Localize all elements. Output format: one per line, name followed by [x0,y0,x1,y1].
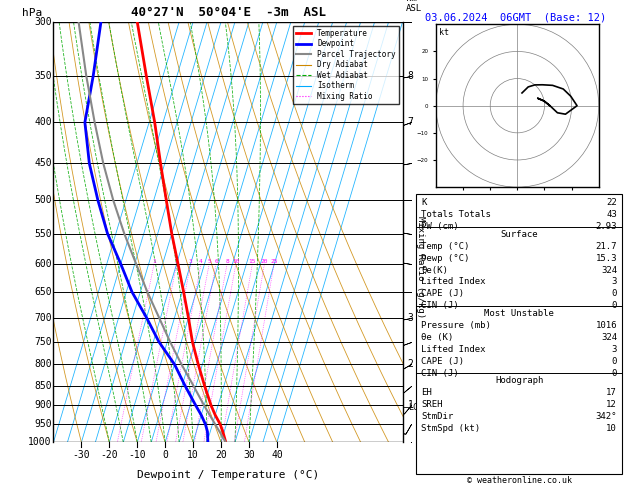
Text: © weatheronline.co.uk: © weatheronline.co.uk [467,476,572,486]
Text: 2: 2 [175,259,179,264]
Text: Totals Totals: Totals Totals [421,210,491,219]
Text: 5: 5 [208,259,211,264]
Text: θe (K): θe (K) [421,333,454,342]
Title: 40°27'N  50°04'E  -3m  ASL: 40°27'N 50°04'E -3m ASL [130,6,326,19]
Text: EH: EH [421,388,432,397]
Text: 1016: 1016 [596,321,617,330]
Text: 30: 30 [243,450,255,460]
Text: Lifted Index: Lifted Index [421,278,486,286]
Text: CIN (J): CIN (J) [421,368,459,378]
Text: 342°: 342° [596,412,617,421]
Text: SREH: SREH [421,400,443,409]
Text: Dewpoint / Temperature (°C): Dewpoint / Temperature (°C) [137,469,319,480]
Text: θe(K): θe(K) [421,265,448,275]
Text: 324: 324 [601,333,617,342]
Text: Surface: Surface [501,230,538,239]
Text: kt: kt [438,28,448,37]
Text: 750: 750 [34,337,52,347]
Text: 700: 700 [34,312,52,323]
Text: 2: 2 [408,359,414,369]
Text: 650: 650 [34,287,52,297]
Text: LCL: LCL [408,403,423,412]
Text: 324: 324 [601,265,617,275]
Text: 10: 10 [187,450,199,460]
Text: 12: 12 [606,400,617,409]
Text: 0: 0 [611,368,617,378]
Text: 8: 8 [408,70,414,81]
Text: 25: 25 [270,259,278,264]
Text: 3: 3 [611,345,617,354]
Text: Pressure (mb): Pressure (mb) [421,321,491,330]
Text: 3: 3 [611,278,617,286]
Legend: Temperature, Dewpoint, Parcel Trajectory, Dry Adiabat, Wet Adiabat, Isotherm, Mi: Temperature, Dewpoint, Parcel Trajectory… [292,26,399,104]
Text: StmDir: StmDir [421,412,454,421]
Text: 450: 450 [34,158,52,169]
Text: 1: 1 [408,400,414,411]
Text: 20: 20 [215,450,227,460]
Text: 10: 10 [606,424,617,433]
Text: CAPE (J): CAPE (J) [421,289,464,298]
Text: K: K [421,198,427,208]
Text: 350: 350 [34,70,52,81]
Text: 6: 6 [214,259,218,264]
Text: CIN (J): CIN (J) [421,301,459,310]
Text: 4: 4 [199,259,203,264]
Text: StmSpd (kt): StmSpd (kt) [421,424,481,433]
Text: 550: 550 [34,228,52,239]
Text: 3: 3 [408,312,414,323]
Text: PW (cm): PW (cm) [421,222,459,231]
Text: 15: 15 [248,259,256,264]
Text: Mixing Ratio (g/kg): Mixing Ratio (g/kg) [416,216,425,318]
Text: 0: 0 [162,450,168,460]
Text: 22: 22 [606,198,617,208]
Text: 900: 900 [34,400,52,411]
Text: km
ASL: km ASL [406,0,422,14]
Text: 03.06.2024  06GMT  (Base: 12): 03.06.2024 06GMT (Base: 12) [425,12,606,22]
Text: 40: 40 [271,450,283,460]
Text: 1000: 1000 [28,437,52,447]
Text: CAPE (J): CAPE (J) [421,357,464,365]
Text: 7: 7 [408,117,414,127]
Text: 20: 20 [260,259,268,264]
Text: 43: 43 [606,210,617,219]
Text: Dewp (°C): Dewp (°C) [421,254,470,262]
Text: 10: 10 [232,259,240,264]
Text: 0: 0 [611,301,617,310]
Text: 1: 1 [152,259,156,264]
Text: 0: 0 [611,357,617,365]
Text: 400: 400 [34,117,52,127]
Text: 300: 300 [34,17,52,27]
Text: Most Unstable: Most Unstable [484,309,554,318]
Text: 2.93: 2.93 [596,222,617,231]
Text: hPa: hPa [22,8,42,17]
Text: 800: 800 [34,359,52,369]
Text: 8: 8 [225,259,229,264]
Text: -20: -20 [101,450,118,460]
Text: 15.3: 15.3 [596,254,617,262]
Text: 17: 17 [606,388,617,397]
Text: Temp (°C): Temp (°C) [421,242,470,251]
Text: Hodograph: Hodograph [495,376,543,385]
Text: -10: -10 [128,450,146,460]
Text: 21.7: 21.7 [596,242,617,251]
Text: 3: 3 [189,259,192,264]
Text: Lifted Index: Lifted Index [421,345,486,354]
Text: 500: 500 [34,195,52,205]
Text: 950: 950 [34,419,52,429]
Text: 600: 600 [34,259,52,269]
Text: 0: 0 [611,289,617,298]
Text: -30: -30 [72,450,90,460]
Text: 850: 850 [34,381,52,391]
